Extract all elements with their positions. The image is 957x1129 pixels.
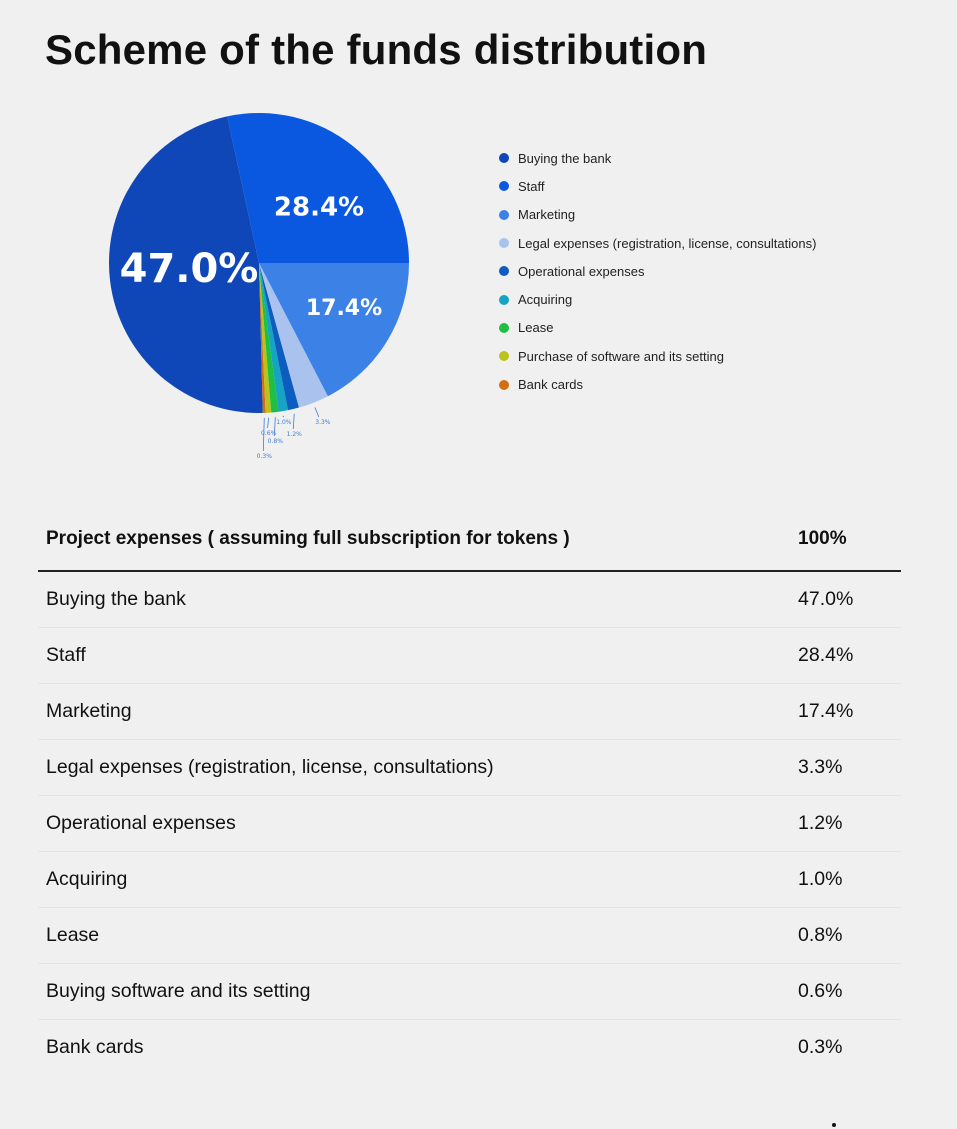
header-label: Project expenses ( assuming full subscri… xyxy=(46,528,570,549)
scroll-indicator-dot xyxy=(832,1123,836,1127)
legend-label: Purchase of software and its setting xyxy=(518,348,724,364)
header-value: 100% xyxy=(798,528,847,549)
legend-label: Acquiring xyxy=(518,292,573,308)
row-name: Marketing xyxy=(46,700,132,722)
row-value: 0.6% xyxy=(798,980,843,1002)
legend-item-bank-cards[interactable]: Bank cards xyxy=(499,370,816,398)
table-row: Lease 0.8% xyxy=(38,908,901,964)
table-row: Buying the bank 47.0% xyxy=(38,572,901,628)
leader-line xyxy=(314,407,320,418)
slice-value-label: 47.0% xyxy=(120,246,259,292)
row-value: 3.3% xyxy=(798,756,843,778)
legend-label: Marketing xyxy=(518,207,576,223)
legend-dot-icon xyxy=(499,266,509,277)
row-name: Bank cards xyxy=(46,1036,144,1058)
row-name: Buying the bank xyxy=(46,588,186,610)
slice-value-label-small: 0.6% xyxy=(261,430,277,437)
pie-slice-acquiring[interactable] xyxy=(259,263,289,412)
legend-dot-icon xyxy=(499,209,509,220)
row-value: 17.4% xyxy=(798,700,854,722)
pie-slice-purchase-of-software-and-its-setting[interactable] xyxy=(259,263,272,413)
pie-slice-staff[interactable] xyxy=(227,113,409,263)
legend-label: Lease xyxy=(518,320,554,336)
expenses-table: Project expenses ( assuming full subscri… xyxy=(38,508,901,1075)
row-value: 0.8% xyxy=(798,924,843,946)
leader-line xyxy=(282,415,285,418)
slice-value-label-small: 0.3% xyxy=(257,453,273,460)
slice-value-label-small: 1.0% xyxy=(276,419,292,426)
leader-line xyxy=(292,413,295,430)
legend-item-legal-expenses[interactable]: Legal expenses (registration, license, c… xyxy=(499,229,816,257)
legend-dot-icon xyxy=(499,379,509,390)
pie-slice-bank-cards[interactable] xyxy=(259,263,266,413)
slice-value-label: 28.4% xyxy=(274,193,364,223)
legend-item-buying-the-bank[interactable]: Buying the bank xyxy=(499,144,816,172)
legend-label: Bank cards xyxy=(518,377,584,393)
legend-label: Staff xyxy=(518,178,545,194)
table-header: Project expenses ( assuming full subscri… xyxy=(38,508,901,572)
table-row: Marketing 17.4% xyxy=(38,684,901,740)
legend-item-purchase-of-software[interactable]: Purchase of software and its setting xyxy=(499,342,816,370)
pie-chart: 47.0% 28.4% 17.4% 0.3% 0.6%0.8% 1.0% 1.2% 3.3% xyxy=(108,113,409,460)
legend-dot-icon xyxy=(499,322,509,333)
leader-line xyxy=(273,417,276,437)
legend-dot-icon xyxy=(499,351,509,362)
row-name: Lease xyxy=(46,924,100,946)
pie-slice-buying-the-bank[interactable] xyxy=(108,116,263,413)
legend-dot-icon xyxy=(499,153,509,164)
table-row: Buying software and its setting 0.6% xyxy=(38,964,901,1020)
pie-slice-lease[interactable] xyxy=(259,263,279,413)
legend-item-staff[interactable]: Staff xyxy=(499,172,816,200)
row-value: 47.0% xyxy=(798,588,854,610)
row-name: Operational expenses xyxy=(46,812,236,834)
legend-dot-icon xyxy=(499,181,509,192)
row-value: 0.3% xyxy=(798,1036,843,1058)
row-value: 1.2% xyxy=(798,812,843,834)
row-name: Staff xyxy=(46,644,86,666)
row-name: Acquiring xyxy=(46,868,128,890)
pie-slice-operational-expenses[interactable] xyxy=(259,263,300,411)
chart-legend: Buying the bank Staff Marketing Legal ex… xyxy=(499,144,816,399)
legend-label: Buying the bank xyxy=(518,150,612,166)
slice-value-label-small: 3.3% xyxy=(315,419,331,426)
table-row: Staff 28.4% xyxy=(38,628,901,684)
row-value: 1.0% xyxy=(798,868,843,890)
page-title: Scheme of the funds distribution xyxy=(45,26,708,73)
table-row: Bank cards 0.3% xyxy=(38,1020,901,1075)
legend-dot-icon xyxy=(499,238,509,249)
leader-line xyxy=(267,417,270,429)
legend-dot-icon xyxy=(499,294,509,305)
slice-value-label-small: 0.8% xyxy=(268,438,284,445)
legend-item-operational-expenses[interactable]: Operational expenses xyxy=(499,257,816,285)
slice-value-label-small: 1.2% xyxy=(287,431,303,438)
table-row: Legal expenses (registration, license, c… xyxy=(38,740,901,796)
table-row: Operational expenses 1.2% xyxy=(38,796,901,852)
row-name: Legal expenses (registration, license, c… xyxy=(46,756,494,778)
table-row: Acquiring 1.0% xyxy=(38,852,901,908)
legend-label: Operational expenses xyxy=(518,263,645,279)
pie-slice-marketing[interactable] xyxy=(259,263,409,397)
slice-value-label: 17.4% xyxy=(306,296,382,321)
legend-item-marketing[interactable]: Marketing xyxy=(499,201,816,229)
leader-line xyxy=(262,417,265,452)
row-name: Buying software and its setting xyxy=(46,980,311,1002)
pie-slice-legal-expenses-registration-license-consultations[interactable] xyxy=(259,263,328,408)
legend-label: Legal expenses (registration, license, c… xyxy=(518,235,817,251)
row-value: 28.4% xyxy=(798,644,854,666)
legend-item-lease[interactable]: Lease xyxy=(499,314,816,342)
legend-item-acquiring[interactable]: Acquiring xyxy=(499,285,816,313)
